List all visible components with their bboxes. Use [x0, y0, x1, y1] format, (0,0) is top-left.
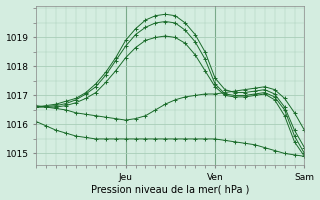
- X-axis label: Pression niveau de la mer( hPa ): Pression niveau de la mer( hPa ): [91, 184, 250, 194]
